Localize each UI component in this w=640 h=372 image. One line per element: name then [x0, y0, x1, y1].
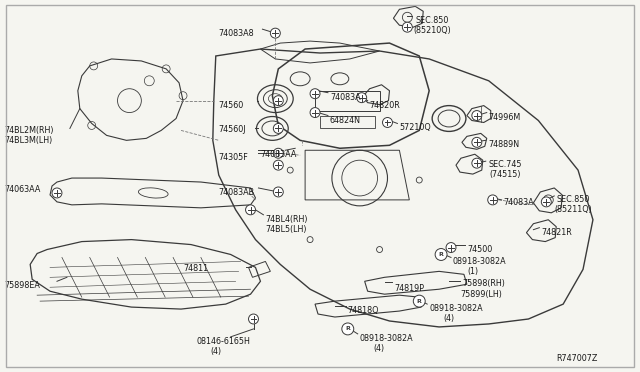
Text: 74560: 74560: [219, 101, 244, 110]
Text: SEC.850: SEC.850: [415, 16, 449, 25]
Circle shape: [273, 124, 284, 134]
Text: 74305F: 74305F: [219, 153, 248, 162]
Text: 74819P: 74819P: [394, 284, 424, 293]
Circle shape: [273, 187, 284, 197]
Circle shape: [435, 248, 447, 260]
Text: 08918-3082A: 08918-3082A: [360, 334, 413, 343]
Circle shape: [273, 160, 284, 170]
Text: 74818Q: 74818Q: [348, 306, 380, 315]
Text: 74BL5(LH): 74BL5(LH): [266, 225, 307, 234]
Circle shape: [310, 108, 320, 118]
Text: 74889N: 74889N: [489, 140, 520, 149]
Circle shape: [273, 96, 284, 106]
Text: 74BL3M(LH): 74BL3M(LH): [4, 137, 52, 145]
Text: R: R: [346, 326, 350, 331]
Text: (4): (4): [211, 347, 222, 356]
Text: 75898(RH): 75898(RH): [462, 279, 505, 288]
Text: 08146-6165H: 08146-6165H: [197, 337, 251, 346]
Text: 74083AB: 74083AB: [219, 188, 255, 197]
Text: 74996M: 74996M: [489, 113, 521, 122]
Text: (74515): (74515): [490, 170, 521, 179]
Text: R: R: [438, 252, 444, 257]
Circle shape: [246, 205, 255, 215]
Text: 74083A: 74083A: [504, 198, 534, 207]
Text: 64824N: 64824N: [330, 116, 361, 125]
Text: (4): (4): [374, 344, 385, 353]
Circle shape: [403, 22, 412, 32]
Circle shape: [413, 295, 425, 307]
Text: (4): (4): [443, 314, 454, 323]
Circle shape: [342, 323, 354, 335]
Text: 75899(LH): 75899(LH): [460, 290, 502, 299]
Circle shape: [248, 314, 259, 324]
Text: R: R: [417, 299, 422, 304]
Text: 74560J: 74560J: [219, 125, 246, 134]
Text: 08918-3082A: 08918-3082A: [429, 304, 483, 313]
Text: 74BL4(RH): 74BL4(RH): [266, 215, 308, 224]
Circle shape: [472, 158, 482, 168]
Text: SEC.745: SEC.745: [489, 160, 522, 169]
Text: R747007Z: R747007Z: [556, 354, 598, 363]
Text: 74063AA: 74063AA: [4, 185, 41, 194]
Text: 08918-3082A: 08918-3082A: [453, 257, 507, 266]
Text: 74820R: 74820R: [370, 101, 401, 110]
Circle shape: [383, 118, 392, 128]
Circle shape: [446, 243, 456, 253]
Text: 74BL2M(RH): 74BL2M(RH): [4, 126, 54, 135]
Circle shape: [488, 195, 498, 205]
Text: (85211Q): (85211Q): [554, 205, 592, 214]
Text: 74083A8: 74083A8: [219, 29, 254, 38]
Text: 74083AA: 74083AA: [260, 150, 297, 159]
Circle shape: [541, 197, 551, 207]
Circle shape: [52, 188, 62, 198]
Circle shape: [356, 93, 367, 103]
Circle shape: [273, 148, 284, 158]
Text: 74811: 74811: [183, 264, 208, 273]
Text: 74083A: 74083A: [330, 93, 360, 102]
Text: 75898EA: 75898EA: [4, 281, 40, 290]
Text: SEC.850: SEC.850: [556, 195, 589, 204]
Text: 74821R: 74821R: [541, 228, 572, 237]
Text: (1): (1): [467, 267, 478, 276]
Circle shape: [472, 137, 482, 147]
Circle shape: [270, 28, 280, 38]
Circle shape: [472, 110, 482, 121]
Text: (85210Q): (85210Q): [413, 26, 451, 35]
Text: 57210Q: 57210Q: [399, 124, 431, 132]
Text: 74500: 74500: [467, 244, 492, 254]
Circle shape: [310, 89, 320, 99]
